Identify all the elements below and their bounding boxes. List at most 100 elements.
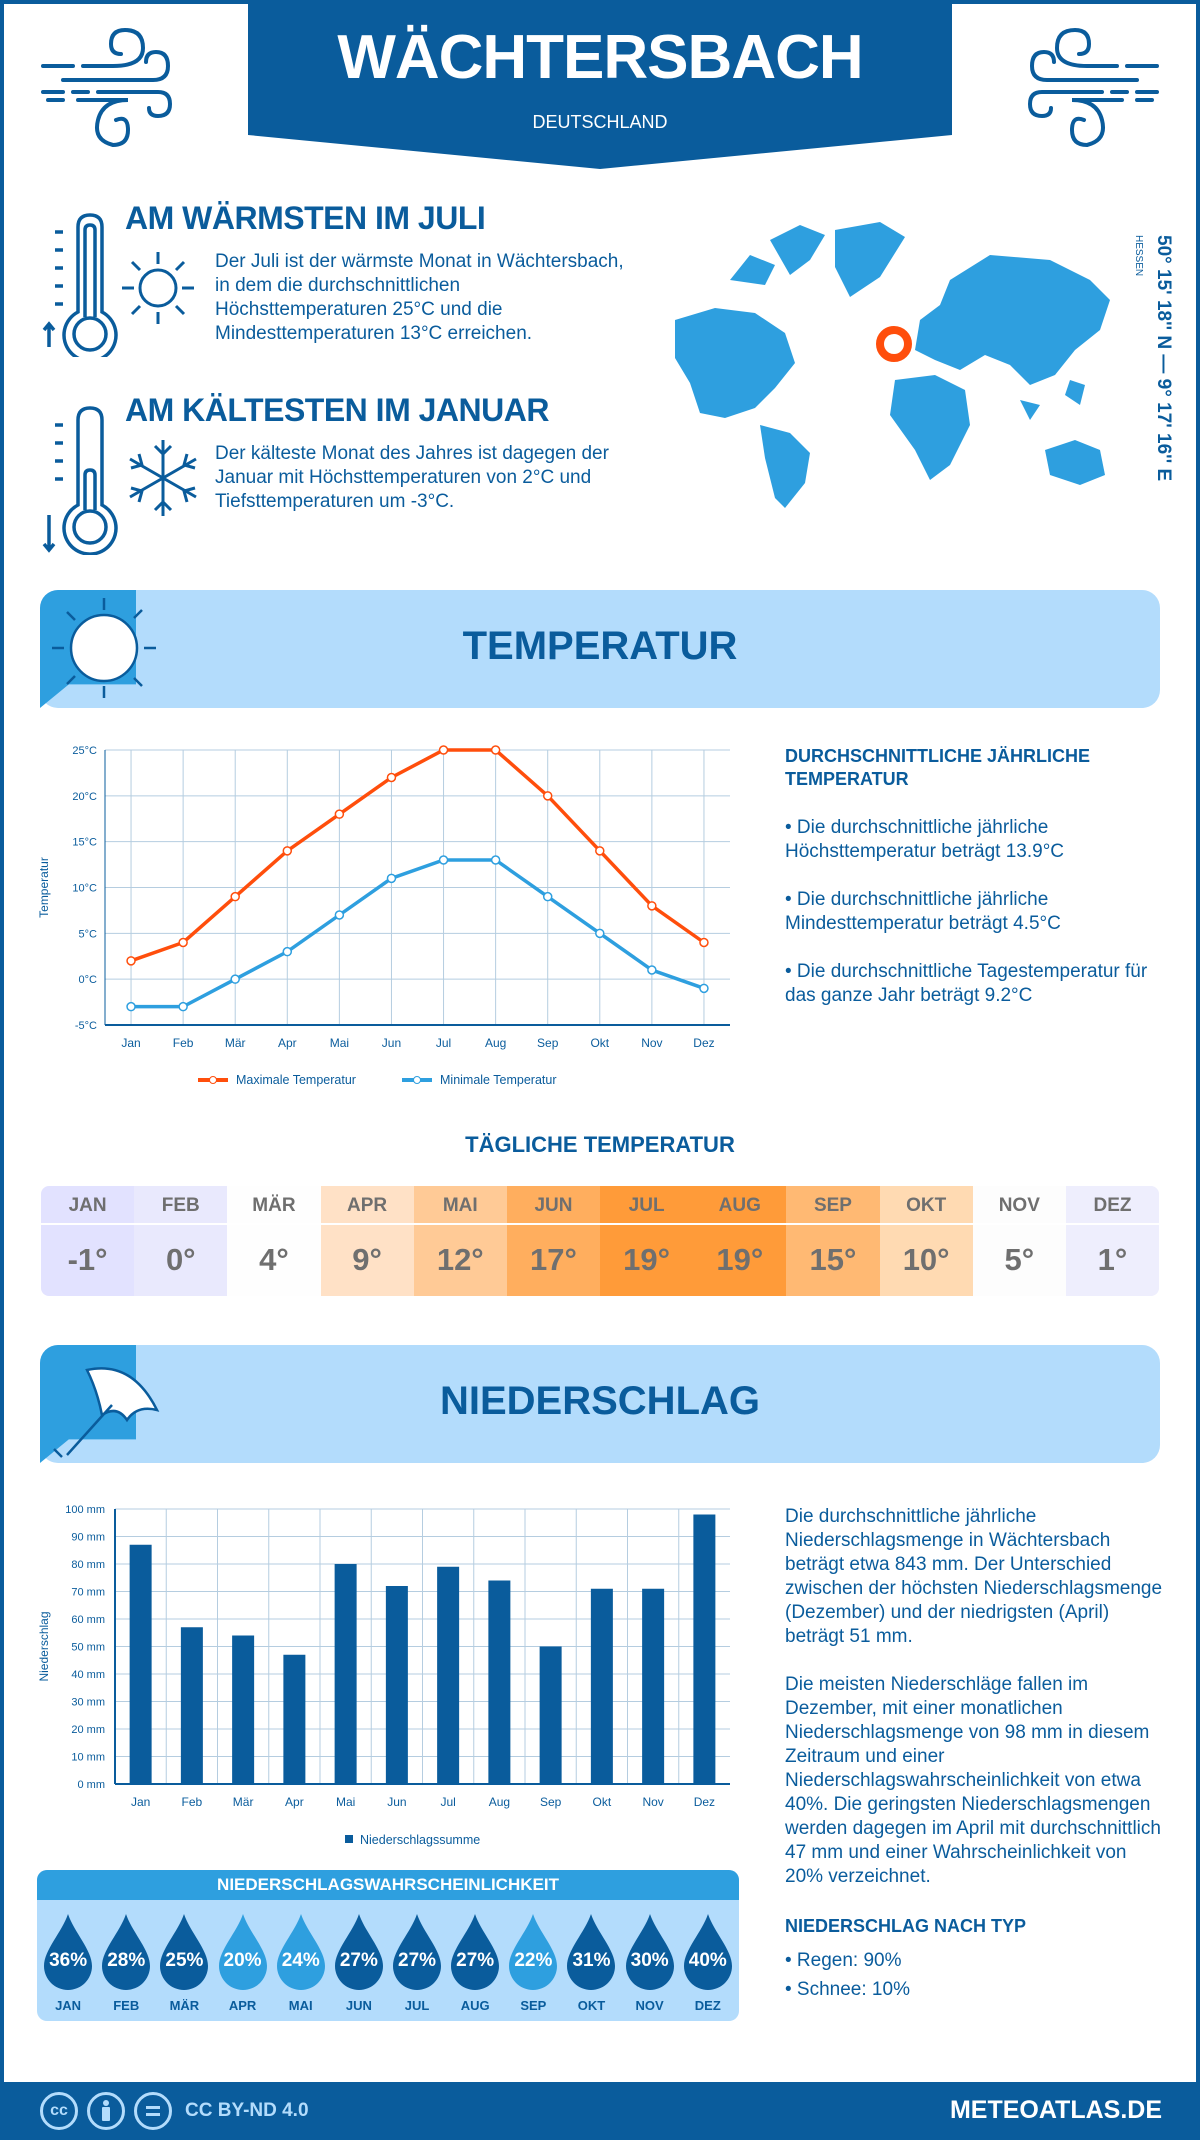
raindrop-icon [393, 1914, 442, 1990]
daily-month: JAN [41, 1186, 135, 1225]
raindrop-icon [102, 1914, 151, 1990]
x-tick-label: Nov [641, 1036, 662, 1050]
bar [488, 1580, 511, 1784]
y-axis-label: Niederschlag [37, 1611, 51, 1681]
x-tick-label: Mai [336, 1795, 355, 1809]
raindrop-icon [218, 1914, 267, 1990]
daily-value: 15° [809, 1242, 857, 1277]
daily-value: 19° [623, 1242, 671, 1277]
bar [693, 1514, 716, 1784]
attribution-icon [87, 2092, 125, 2130]
raindrop-icon [44, 1914, 93, 1990]
daily-temperature-title: TÄGLICHE TEMPERATUR [465, 1132, 735, 1157]
probability-value: 27% [398, 1950, 437, 1971]
bar [385, 1586, 408, 1784]
probability-value: 27% [339, 1950, 378, 1971]
annual-max-text: • Die durchschnittliche jährliche Höchst… [785, 817, 1065, 862]
precipitation-title: NIEDERSCHLAG [439, 1379, 761, 1423]
x-tick-label: Sep [537, 1036, 559, 1050]
probability-value: 25% [165, 1950, 204, 1971]
raindrop-icon [276, 1914, 325, 1990]
daily-temperature-cell: JAN -1° [41, 1186, 135, 1296]
raindrop-icon [334, 1914, 383, 1990]
y-tick-label: 10 mm [71, 1752, 105, 1764]
temperature-title: TEMPERATUR [462, 624, 738, 668]
daily-value: 17° [530, 1242, 577, 1277]
probability-drop: 20% APR [216, 1914, 270, 2013]
bar [437, 1566, 460, 1784]
probability-value: 36% [49, 1950, 88, 1971]
x-tick-label: Feb [182, 1795, 203, 1809]
data-point [334, 910, 345, 920]
data-point [126, 1001, 136, 1012]
sun-icon [122, 252, 194, 324]
x-tick-label: Nov [642, 1795, 663, 1809]
annual-min-text: • Die durchschnittliche jährliche Mindes… [785, 889, 1061, 934]
y-tick-label: 20 mm [71, 1724, 105, 1736]
data-point [334, 809, 345, 819]
bar [129, 1544, 152, 1784]
legend-label: Niederschlagssumme [360, 1833, 480, 1847]
daily-temperature-cell: MAI 12° [413, 1186, 507, 1296]
daily-value: 1° [1097, 1242, 1128, 1277]
license-label: CC BY-ND 4.0 [185, 2100, 309, 2121]
daily-month: JUN [506, 1186, 601, 1225]
y-tick-label: 20°C [72, 791, 97, 803]
precipitation-probability-panel: NIEDERSCHLAGSWAHRSCHEINLICHKEIT 36% JAN 28… [37, 1870, 739, 2021]
coordinates: 50° 15' 18'' N — 9° 17' 16'' E [1153, 235, 1174, 482]
thermometer-warm-icon [42, 213, 118, 357]
probability-drop: 27% AUG [448, 1914, 502, 2013]
no-derivatives-icon [134, 2092, 172, 2130]
raindrop-icon [625, 1914, 674, 1990]
precipitation-type-rain: • Regen: 90% [785, 1950, 902, 1971]
probability-drop: 22% SEP [506, 1914, 560, 2013]
probability-month: NOV [635, 1998, 664, 2013]
daily-temperature-cell: JUL 19° [600, 1186, 694, 1296]
wind-icon [41, 28, 173, 148]
data-point [699, 937, 709, 948]
bar [642, 1588, 665, 1784]
raindrop-icon [509, 1914, 558, 1990]
warmest-heading: AM WÄRMSTEN IM JULI [125, 200, 486, 236]
daily-value: 4° [259, 1242, 289, 1277]
probability-drop: 27% JUL [390, 1914, 444, 2013]
x-tick-label: Dez [694, 1795, 715, 1809]
probability-month: JUL [404, 1998, 430, 2013]
data-point [542, 791, 553, 801]
probability-month: OKT [577, 1998, 606, 2013]
probability-month: MÄR [169, 1998, 200, 2013]
daily-value: -1° [67, 1242, 108, 1277]
daily-value: 12° [436, 1242, 484, 1277]
daily-temperature-cell: OKT 10° [879, 1186, 973, 1296]
precipitation-summary: Die durchschnittliche jährliche Niedersc… [785, 1506, 1163, 1647]
daily-temperature-cell: DEZ 1° [1065, 1186, 1159, 1296]
probability-value: 27% [456, 1950, 495, 1971]
title-banner [248, 0, 952, 169]
probability-drop: 31% OKT [564, 1914, 618, 2013]
daily-value: 0° [165, 1242, 196, 1277]
raindrop-icon [683, 1914, 732, 1990]
daily-month: APR [320, 1186, 414, 1225]
data-point [438, 855, 449, 865]
x-tick-label: Mai [330, 1036, 349, 1050]
daily-month: AUG [693, 1186, 787, 1225]
bar [334, 1564, 357, 1784]
daily-value: 10° [902, 1242, 950, 1277]
raindrop-icon [451, 1914, 500, 1990]
data-point [126, 956, 136, 966]
bar [539, 1646, 562, 1784]
site-link[interactable]: METEOATLAS.DE [949, 2096, 1162, 2124]
daily-temperature-table: JAN -1° FEB 0° MÄR 4° APR 9° MAI 12° JUN 17° JUL 19° A… [41, 1186, 1159, 1296]
thermometer-cold-icon [42, 406, 118, 555]
data-point [542, 891, 553, 902]
precipitation-type-snow: • Schnee: 10% [785, 1979, 910, 2000]
y-tick-label: 90 mm [71, 1532, 105, 1544]
data-point [647, 965, 657, 975]
x-tick-label: Jan [121, 1036, 140, 1050]
probability-value: 28% [107, 1950, 146, 1971]
x-tick-label: Aug [489, 1795, 510, 1809]
probability-value: 31% [572, 1950, 611, 1971]
legend-label: Maximale Temperatur [236, 1073, 356, 1087]
sun-icon [52, 598, 156, 698]
daily-value: 19° [716, 1242, 764, 1277]
